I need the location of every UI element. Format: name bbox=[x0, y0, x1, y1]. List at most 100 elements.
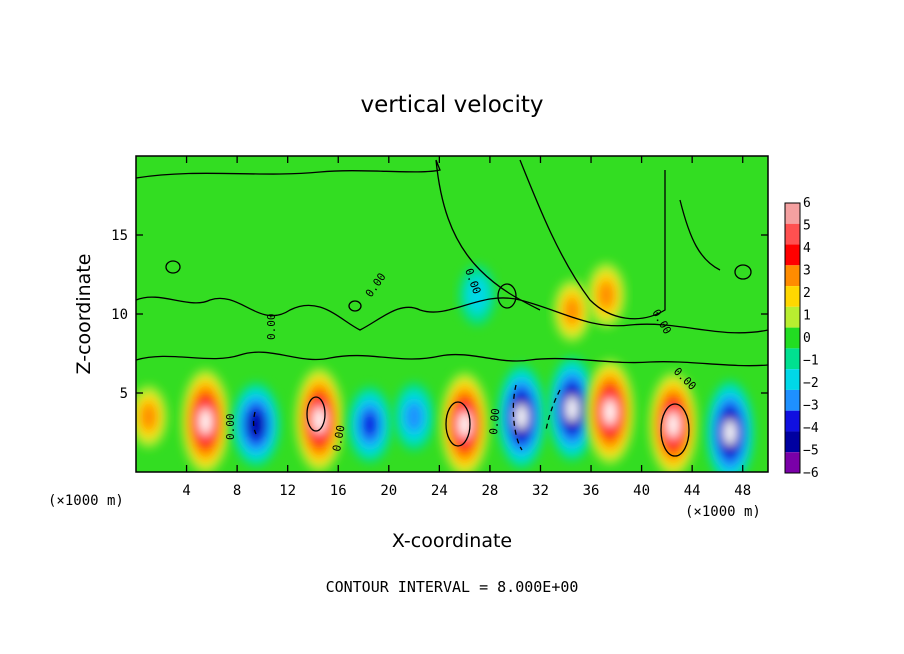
plot-area: 0.00 0.00 0.00 0.00 0.00 0.00 0.00 0.00 bbox=[136, 156, 768, 472]
velocity-cell bbox=[706, 380, 755, 472]
dashed-contour-2 bbox=[545, 389, 561, 431]
velocity-cell bbox=[553, 280, 591, 342]
x-tick-label: 48 bbox=[734, 483, 751, 499]
velocity-cell-level bbox=[199, 408, 212, 435]
x-tick-label: 4 bbox=[182, 483, 190, 499]
y-axis-ticks: 5 10 15 bbox=[111, 228, 768, 402]
x-unit-label-left: (×1000 m) bbox=[48, 493, 124, 509]
contour-label: 0.00 bbox=[330, 424, 347, 452]
x-tick-label: 32 bbox=[532, 483, 549, 499]
velocity-cell-level bbox=[724, 419, 736, 446]
colorbar-swatch bbox=[785, 369, 800, 390]
y-axis-label: Z-coordinate bbox=[73, 254, 95, 375]
velocity-cell bbox=[394, 382, 435, 451]
x-tick-label: 12 bbox=[279, 483, 296, 499]
velocity-cell bbox=[587, 263, 626, 328]
velocity-cell-level bbox=[466, 276, 489, 314]
colorbar-label: −2 bbox=[803, 376, 819, 391]
colorbar-swatch bbox=[785, 203, 800, 224]
velocity-cell-level bbox=[140, 403, 157, 431]
y-tick-label: 15 bbox=[111, 228, 128, 244]
velocity-cell bbox=[440, 372, 489, 472]
contour-cell-1 bbox=[165, 260, 181, 274]
x-tick-label: 44 bbox=[684, 483, 701, 499]
zero-contour-lower bbox=[136, 351, 768, 367]
x-tick-label: 8 bbox=[233, 483, 241, 499]
x-unit-label-right: (×1000 m) bbox=[685, 504, 761, 520]
velocity-cell bbox=[548, 356, 597, 461]
colorbar-frame bbox=[784, 202, 801, 474]
velocity-cell-level bbox=[566, 396, 578, 422]
colorbar-swatch bbox=[785, 348, 800, 370]
velocity-cell-level bbox=[313, 407, 326, 433]
colorbar-label: 3 bbox=[803, 264, 811, 279]
y-tick-label: 10 bbox=[111, 307, 128, 323]
velocity-cell bbox=[295, 367, 344, 472]
colorbar-label: −5 bbox=[803, 444, 819, 459]
velocity-cell bbox=[497, 364, 546, 469]
contour-cell-6 bbox=[734, 264, 752, 280]
colorbar-label: 1 bbox=[803, 309, 811, 324]
contour-label: 0.00 bbox=[487, 408, 502, 436]
velocity-cell bbox=[459, 265, 496, 326]
colorbar-swatch bbox=[785, 286, 800, 307]
colorbar-swatch bbox=[785, 244, 800, 266]
colorbar-label: −4 bbox=[803, 421, 819, 436]
x-tick-label: 36 bbox=[583, 483, 600, 499]
x-tick-label: 28 bbox=[481, 483, 498, 499]
velocity-cell-level bbox=[563, 297, 581, 325]
velocity-cell-level bbox=[667, 411, 680, 438]
velocity-cell bbox=[136, 385, 168, 448]
colorbar-label: −6 bbox=[803, 466, 819, 481]
x-tick-label: 40 bbox=[633, 483, 650, 499]
colorbar-label: 2 bbox=[803, 286, 811, 301]
contour-cell-2 bbox=[497, 283, 517, 309]
colorbar-swatch bbox=[785, 452, 800, 473]
dashed-contour-3 bbox=[252, 411, 257, 435]
colorbar-swatch bbox=[785, 306, 800, 328]
velocity-cells bbox=[136, 263, 755, 472]
zero-contour-upper bbox=[136, 159, 721, 320]
velocity-cell-level bbox=[458, 411, 471, 438]
velocity-cell-level bbox=[362, 411, 378, 438]
contour-cell-4 bbox=[445, 401, 471, 447]
x-tick-label: 16 bbox=[330, 483, 347, 499]
contour-label: 0.00 bbox=[265, 314, 278, 341]
colorbar-label: −1 bbox=[803, 354, 819, 369]
dashed-contour-1 bbox=[512, 384, 523, 451]
contour-label: 0.00 bbox=[224, 414, 237, 441]
colorbar-label: 4 bbox=[803, 241, 811, 256]
y-tick-label: 5 bbox=[120, 386, 128, 402]
x-axis-ticks: 4 8 12 16 20 24 28 32 36 40 44 48 bbox=[182, 156, 751, 499]
velocity-cell bbox=[232, 382, 281, 467]
colorbar-label: 6 bbox=[803, 196, 811, 211]
colorbar-swatch bbox=[785, 389, 800, 411]
colorbar-swatch bbox=[785, 327, 800, 349]
colorbar-swatch bbox=[785, 410, 800, 432]
velocity-cell-level bbox=[604, 399, 616, 425]
contour-cell-3 bbox=[660, 403, 690, 457]
x-tick-label: 24 bbox=[431, 483, 448, 499]
colorbar-label: −3 bbox=[803, 399, 819, 414]
contour-lines bbox=[136, 159, 768, 457]
colorbar-swatch bbox=[785, 431, 800, 453]
velocity-cell bbox=[347, 386, 392, 463]
colorbar-swatch bbox=[785, 223, 800, 245]
colorbar-label: 0 bbox=[803, 331, 811, 346]
zero-contour-mid bbox=[136, 296, 768, 334]
colorbar-swatch bbox=[785, 265, 800, 287]
chart-title: vertical velocity bbox=[361, 92, 544, 118]
velocity-cell-level bbox=[405, 401, 423, 432]
colorbar-label: 5 bbox=[803, 219, 811, 234]
velocity-cell-level bbox=[249, 412, 263, 437]
velocity-cell bbox=[586, 359, 634, 464]
x-tick-label: 20 bbox=[380, 483, 397, 499]
contour-interval-note: CONTOUR INTERVAL = 8.000E+00 bbox=[326, 578, 579, 596]
velocity-cell bbox=[181, 369, 230, 472]
colorbar: 6 5 4 3 2 1 0 −1 −2 −3 −4 −5 −6 bbox=[784, 196, 819, 481]
velocity-cell-level bbox=[515, 404, 528, 430]
x-axis-label: X-coordinate bbox=[392, 530, 512, 552]
contour-cell-5 bbox=[306, 396, 326, 432]
velocity-cell-level bbox=[597, 280, 615, 310]
